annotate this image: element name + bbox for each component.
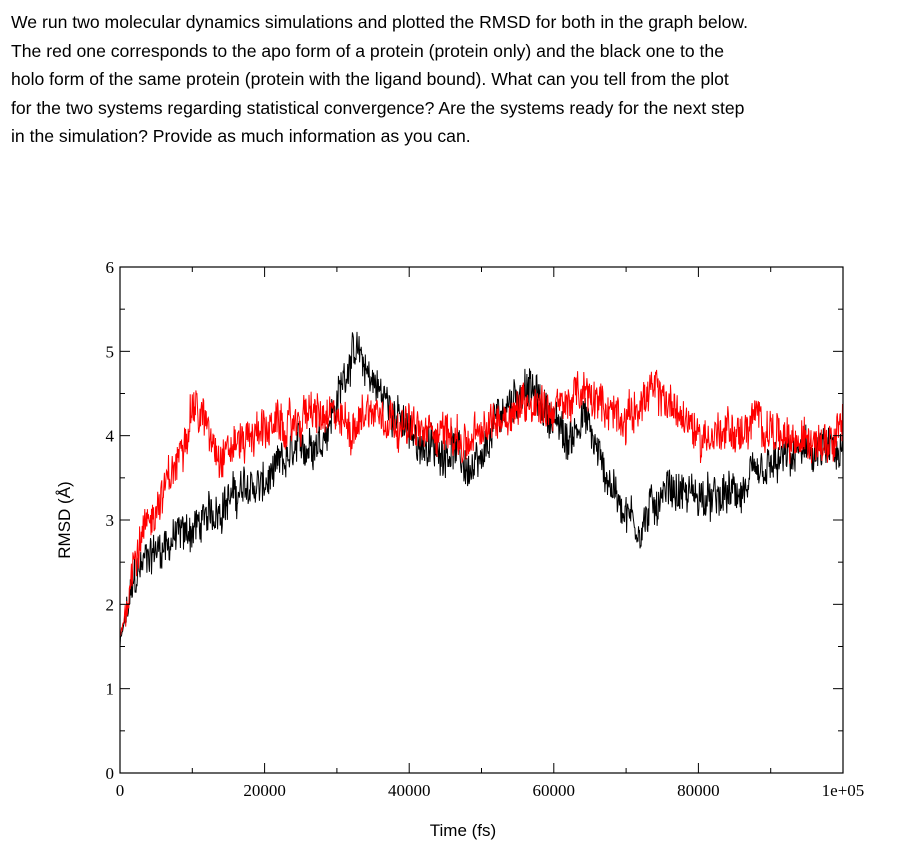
y-tick-label: 2	[106, 595, 115, 614]
question-line: The red one corresponds to the apo form …	[11, 40, 724, 61]
tick-layer: 0 20000 40000 60000 80000 1e+05 0 1 2 3 4 5 6	[106, 258, 865, 800]
y-tick-label: 5	[106, 342, 115, 361]
series-line-holo	[119, 331, 844, 647]
question-line: holo form of the same protein (protein w…	[11, 69, 729, 90]
x-tick-label: 20000	[243, 781, 286, 800]
question-line: We run two molecular dynamics simulation…	[11, 12, 749, 32]
plot-frame	[119, 266, 844, 774]
y-tick-label: 6	[106, 258, 115, 277]
question-text: We run two molecular dynamics simulation…	[11, 8, 901, 151]
series-line-apo	[119, 369, 844, 636]
y-tick-label: 0	[106, 764, 115, 783]
question-line: for the two systems regarding statistica…	[11, 97, 745, 118]
y-tick-label: 4	[106, 427, 115, 446]
x-tick-label: 1e+05	[822, 781, 865, 800]
y-tick-label: 3	[106, 511, 115, 530]
y-axis-label: RMSD (Å)	[55, 481, 74, 558]
question-line: in the simulation? Provide as much infor…	[11, 126, 471, 147]
series-layer	[119, 331, 844, 647]
x-tick-label: 0	[116, 781, 125, 800]
x-tick-label: 80000	[677, 781, 720, 800]
y-tick-label: 1	[106, 680, 115, 699]
x-axis-label: Time (fs)	[430, 821, 496, 840]
x-tick-label: 40000	[388, 781, 431, 800]
x-tick-label: 60000	[533, 781, 576, 800]
